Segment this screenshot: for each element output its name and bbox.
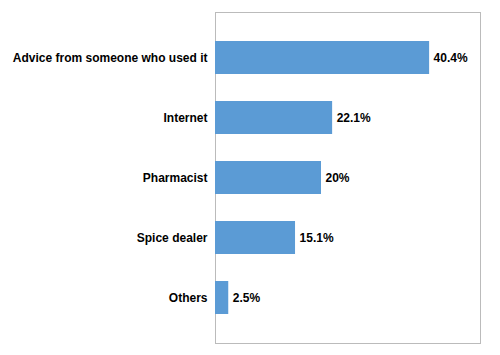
svg-text:Others: Others (169, 291, 208, 305)
svg-text:Internet: Internet (163, 111, 207, 125)
svg-text:Spice dealer: Spice dealer (137, 231, 208, 245)
svg-text:Advice from someone who used i: Advice from someone who used it (13, 51, 208, 65)
svg-text:Pharmacist: Pharmacist (143, 171, 208, 185)
svg-text:15.1%: 15.1% (300, 231, 334, 245)
svg-text:20%: 20% (326, 171, 350, 185)
svg-text:22.1%: 22.1% (337, 111, 371, 125)
svg-text:40.4%: 40.4% (434, 51, 468, 65)
svg-text:2.5%: 2.5% (233, 291, 261, 305)
